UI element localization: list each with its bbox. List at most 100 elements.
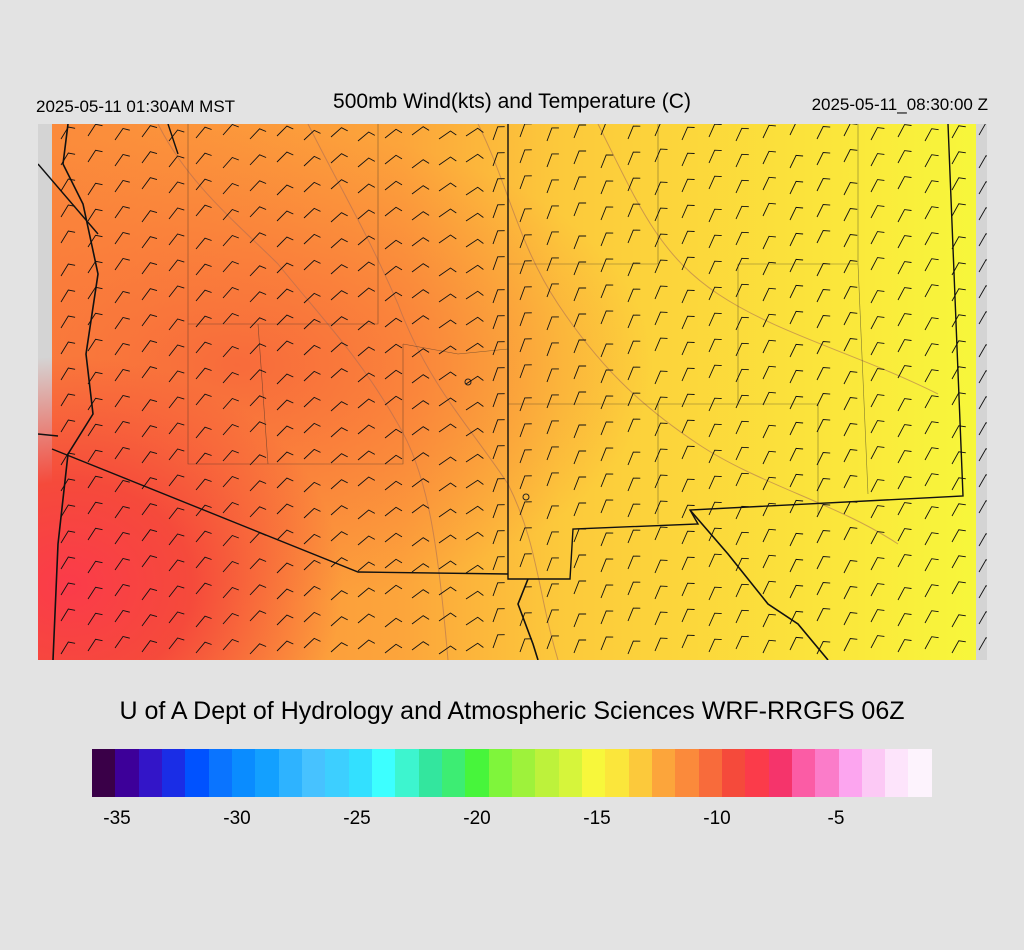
wind-barb — [168, 396, 185, 409]
wind-barb — [762, 613, 776, 628]
wind-barb — [600, 232, 614, 247]
wind-barb — [276, 184, 294, 196]
wind-barb — [141, 125, 158, 138]
wind-barb — [897, 176, 912, 190]
wind-barb — [60, 504, 76, 518]
wind-barb — [762, 424, 776, 439]
colorbar-swatch — [815, 749, 839, 797]
wind-barb — [465, 616, 484, 626]
wind-barb — [87, 449, 103, 463]
wind-barb — [951, 503, 966, 517]
wind-barb — [438, 645, 457, 655]
wind-barb — [60, 419, 76, 433]
wind-barb — [492, 504, 505, 519]
wind-barb — [114, 557, 130, 571]
wind-barb — [708, 449, 722, 464]
wind-barb — [357, 235, 376, 246]
wind-barb — [735, 127, 749, 142]
wind-barb — [816, 393, 831, 407]
wind-barb — [357, 476, 376, 487]
wind-barb — [789, 558, 804, 573]
wind-barb — [843, 501, 858, 515]
wind-barb — [330, 153, 348, 164]
wind-barb — [195, 126, 212, 139]
wind-barb — [546, 342, 559, 357]
wind-barb — [708, 312, 722, 327]
wind-barb — [789, 532, 804, 547]
colorbar-swatch — [138, 749, 162, 797]
wind-barb — [438, 508, 457, 518]
wind-barb — [870, 446, 885, 460]
colorbar-swatch — [371, 749, 396, 797]
wind-barb — [924, 343, 939, 357]
wind-barb — [114, 583, 130, 597]
wind-barb — [681, 478, 695, 493]
wind-barb — [762, 261, 776, 276]
wind-barb — [303, 129, 321, 141]
wind-barb — [141, 177, 158, 190]
wind-barb — [600, 180, 614, 195]
wind-barb — [384, 265, 403, 276]
wind-barb — [978, 311, 987, 325]
wind-barb — [546, 127, 559, 142]
wind-barb — [843, 286, 858, 300]
wind-barb — [654, 259, 668, 274]
wind-barb — [978, 181, 987, 195]
wind-barb — [735, 557, 749, 572]
wind-barb — [114, 153, 130, 167]
wind-barb — [600, 124, 606, 136]
wind-barb — [654, 337, 668, 352]
wind-barb — [573, 202, 587, 217]
wind-barb — [492, 126, 505, 141]
wind-barb — [330, 179, 348, 190]
wind-barb — [195, 289, 212, 302]
colorbar-swatch — [605, 749, 629, 797]
wind-barb — [465, 186, 484, 196]
wind-barb — [276, 588, 294, 600]
colorbar-swatch — [768, 749, 792, 797]
wind-barb — [627, 477, 641, 492]
wind-barb — [60, 530, 76, 544]
wind-barb — [654, 396, 668, 411]
wind-barb — [627, 177, 641, 192]
wind-barb — [789, 206, 804, 221]
wind-barb — [870, 179, 885, 193]
wind-barb — [816, 530, 831, 544]
wind-barb — [573, 528, 587, 543]
wind-barb — [924, 506, 939, 520]
wind-barb — [546, 394, 559, 409]
wind-barb — [357, 346, 376, 357]
wind-barb — [924, 532, 939, 546]
wind-barb — [951, 614, 966, 628]
wind-barb — [438, 319, 457, 329]
wind-barb — [438, 156, 457, 166]
wind-barb — [330, 316, 348, 327]
wind-barb — [141, 236, 158, 249]
temperature-colorbar — [92, 749, 932, 797]
wind-barb — [924, 232, 939, 246]
wind-barb — [546, 368, 559, 383]
wind-barb — [573, 313, 587, 328]
wind-barb — [843, 527, 858, 541]
wind-barb — [168, 559, 185, 572]
wind-barb — [411, 478, 430, 488]
wind-barb — [438, 293, 457, 303]
wind-barb — [546, 179, 559, 194]
wind-barb — [735, 635, 749, 650]
wind-barb — [357, 509, 376, 520]
wind-barb — [465, 427, 484, 437]
wind-barb — [222, 534, 239, 547]
wind-barb — [87, 312, 103, 326]
wind-barb — [897, 613, 912, 627]
temperature-band-cold — [38, 244, 538, 660]
wind-barb — [600, 584, 614, 599]
wind-barb — [411, 374, 430, 384]
wind-barb — [627, 555, 641, 570]
wind-barb — [330, 616, 348, 627]
wind-barb — [114, 479, 130, 493]
wind-barb — [303, 233, 321, 245]
wind-barb — [600, 636, 614, 651]
wind-barb — [141, 399, 158, 412]
wind-barb — [114, 420, 130, 434]
wind-barb — [951, 581, 966, 595]
